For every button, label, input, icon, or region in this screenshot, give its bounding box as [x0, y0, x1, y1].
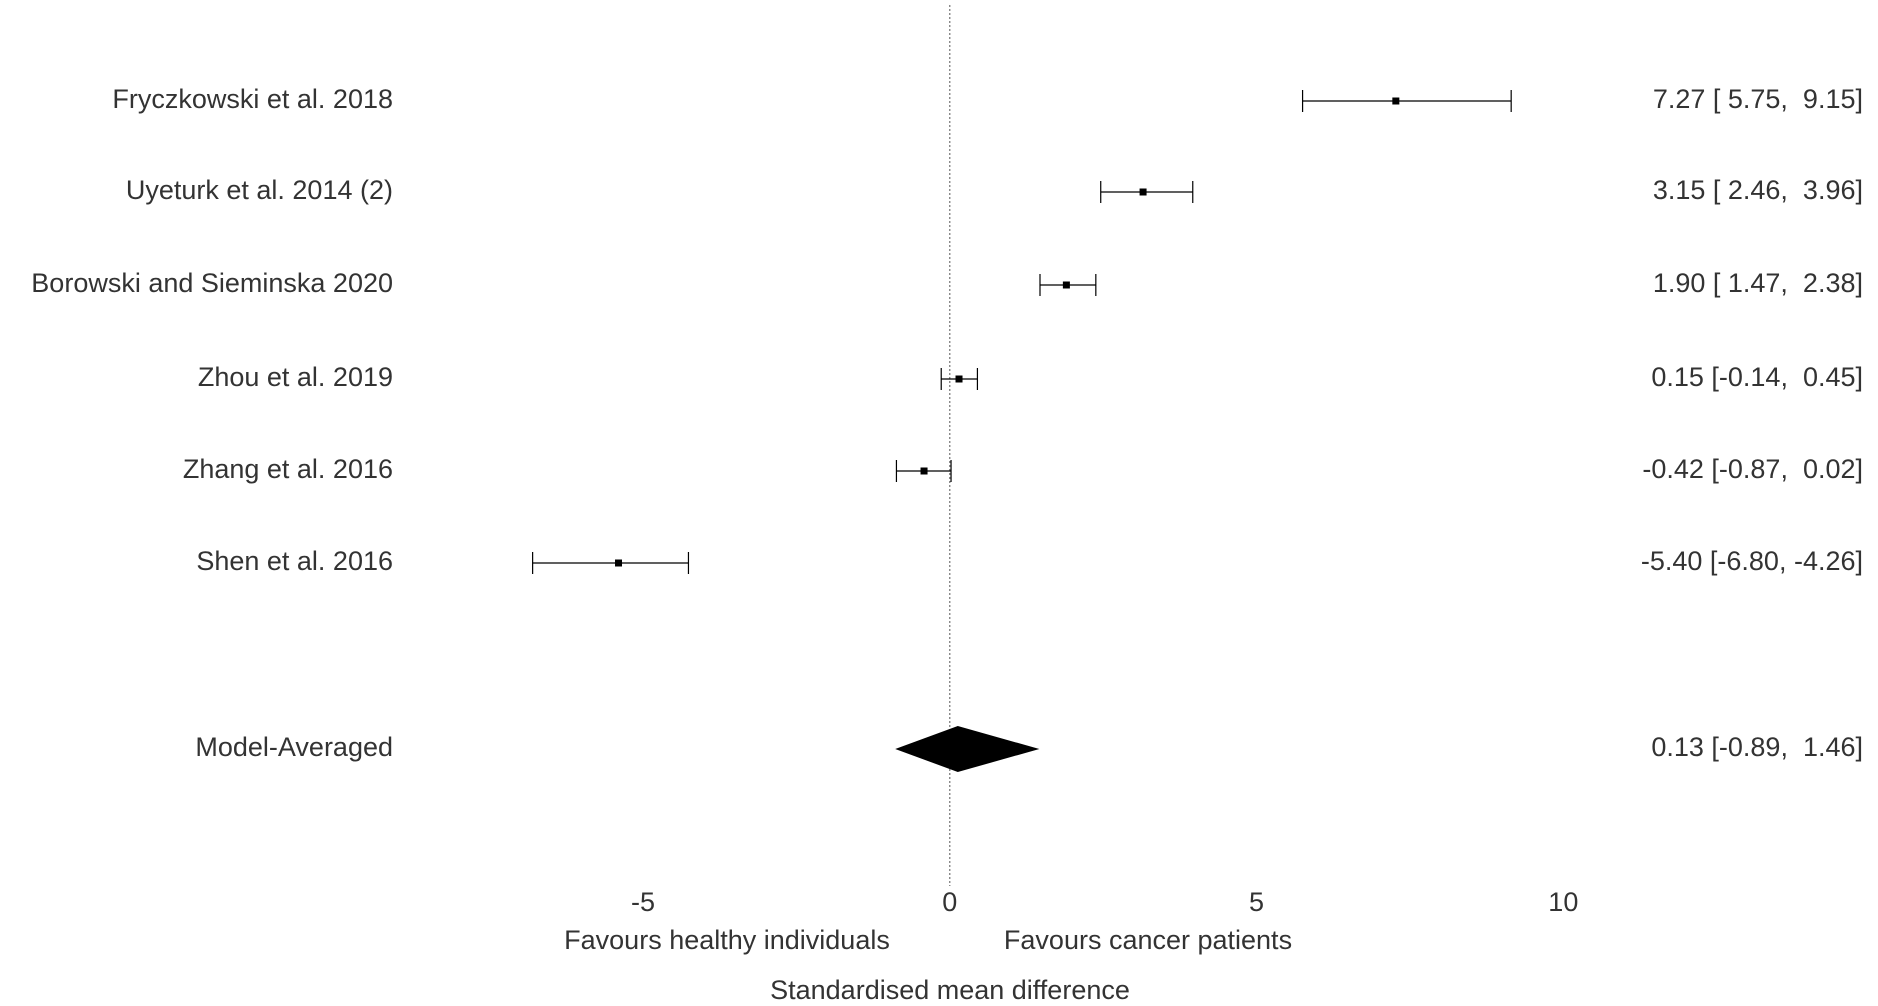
- summary-diamond: [895, 726, 1040, 772]
- point-estimate: [1062, 281, 1070, 289]
- summary-label: Model-Averaged: [195, 732, 393, 762]
- study-label: Shen et al. 2016: [196, 546, 393, 576]
- favours-left: Favours healthy individuals: [564, 925, 890, 955]
- x-axis-label: Standardised mean difference: [770, 975, 1130, 1005]
- ci-label: -0.42 [-0.87, 0.02]: [1642, 454, 1863, 484]
- ci-label: 1.90 [ 1.47, 2.38]: [1653, 268, 1863, 298]
- point-estimate: [1392, 97, 1400, 105]
- x-tick-label: 10: [1548, 887, 1578, 917]
- study-label: Borowski and Sieminska 2020: [31, 268, 393, 298]
- study-label: Zhang et al. 2016: [183, 454, 393, 484]
- ci-label: -5.40 [-6.80, -4.26]: [1641, 546, 1863, 576]
- point-estimate: [1139, 188, 1147, 196]
- study-label: Uyeturk et al. 2014 (2): [126, 175, 393, 205]
- study-label: Zhou et al. 2019: [198, 362, 393, 392]
- ci-label: 7.27 [ 5.75, 9.15]: [1653, 84, 1863, 114]
- favours-right: Favours cancer patients: [1004, 925, 1292, 955]
- point-estimate: [955, 375, 963, 383]
- summary-ci-label: 0.13 [-0.89, 1.46]: [1651, 732, 1863, 762]
- x-tick-label: 0: [942, 887, 957, 917]
- x-tick-label: 5: [1249, 887, 1264, 917]
- x-tick-label: -5: [631, 887, 655, 917]
- point-estimate: [920, 467, 928, 475]
- ci-label: 0.15 [-0.14, 0.45]: [1651, 362, 1863, 392]
- ci-label: 3.15 [ 2.46, 3.96]: [1653, 175, 1863, 205]
- study-label: Fryczkowski et al. 2018: [112, 84, 393, 114]
- point-estimate: [615, 559, 623, 567]
